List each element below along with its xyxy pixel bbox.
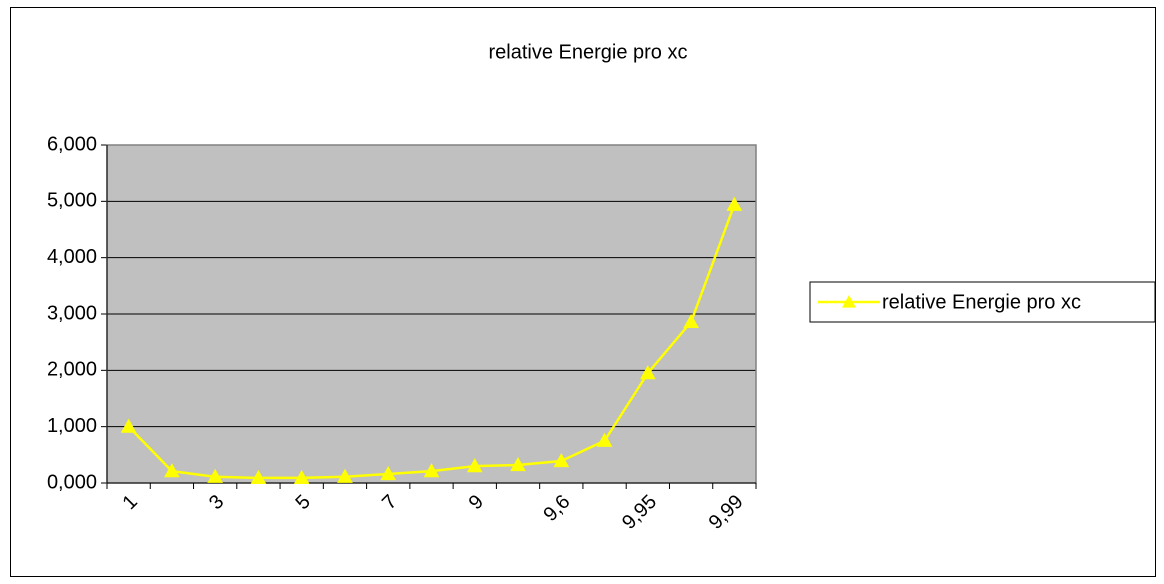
marker xyxy=(250,469,267,485)
y-tick-label: 5,000 xyxy=(47,190,97,212)
legend-label: relative Energie pro xc xyxy=(882,291,1081,313)
marker xyxy=(683,313,699,328)
marker xyxy=(466,458,483,473)
marker xyxy=(553,453,570,468)
y-tick-label: 3,000 xyxy=(47,302,97,324)
y-tick-label: 0,000 xyxy=(47,471,97,493)
marker xyxy=(207,468,224,483)
marker xyxy=(639,365,656,380)
marker xyxy=(120,418,137,433)
marker xyxy=(510,456,526,472)
y-tick-label: 4,000 xyxy=(47,246,97,268)
marker xyxy=(164,463,180,478)
marker xyxy=(337,468,353,483)
legend-marker xyxy=(842,295,856,308)
marker xyxy=(380,465,397,481)
y-tick-label: 6,000 xyxy=(47,133,97,155)
marker xyxy=(423,463,440,478)
marker xyxy=(596,432,613,447)
y-tick-label: 2,000 xyxy=(47,359,97,381)
y-tick-label: 1,000 xyxy=(47,415,97,437)
marker xyxy=(293,469,310,485)
marker xyxy=(726,196,743,211)
chart-title: relative Energie pro xc xyxy=(489,41,688,63)
